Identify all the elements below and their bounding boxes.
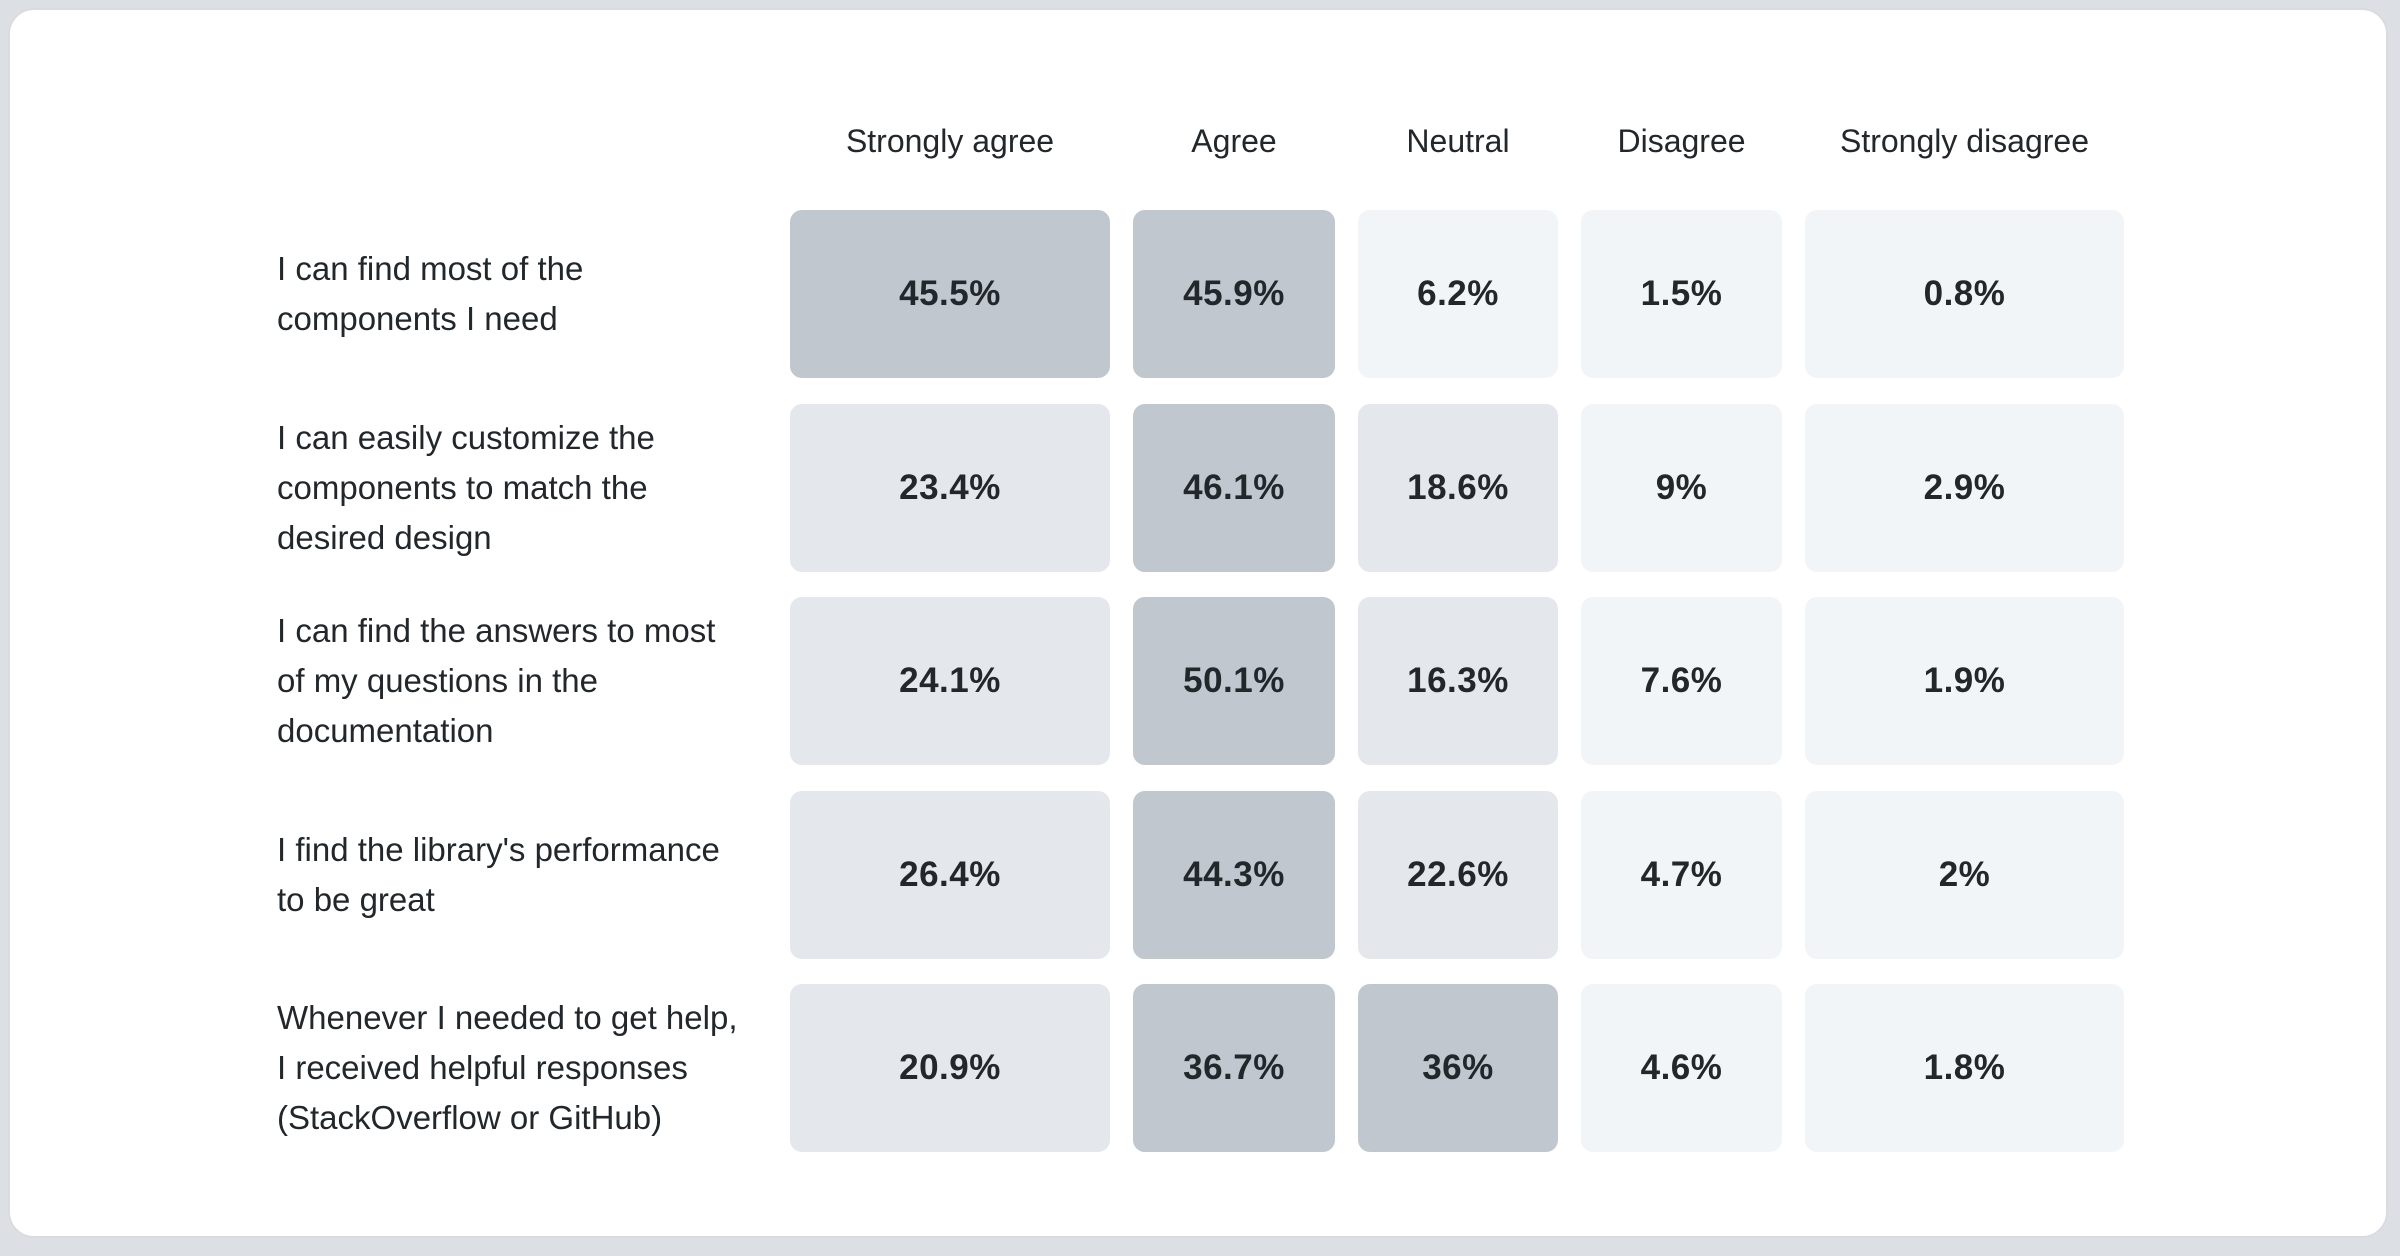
row-label-documentation-answers: I can find the answers to most of my que… bbox=[277, 612, 716, 749]
column-header-neutral: Neutral bbox=[1406, 123, 1510, 159]
row-label-find-components: I can find most of the components I need bbox=[277, 250, 584, 337]
heatmap-cell: 45.9% bbox=[1133, 210, 1335, 378]
heatmap-cell: 36.7% bbox=[1133, 984, 1335, 1152]
column-header-agree: Agree bbox=[1191, 123, 1277, 159]
heatmap-cell: 20.9% bbox=[790, 984, 1110, 1152]
heatmap-cell: 1.5% bbox=[1581, 210, 1782, 378]
heatmap-cell: 16.3% bbox=[1358, 597, 1558, 765]
heatmap-cell: 44.3% bbox=[1133, 790, 1335, 959]
row-label-customize-components: I can easily customize the components to… bbox=[277, 418, 655, 556]
row-label-helpful-responses: Whenever I needed to get help, I receive… bbox=[277, 999, 738, 1136]
heatmap-cell: 7.6% bbox=[1581, 597, 1782, 765]
heatmap-cell: 6.2% bbox=[1358, 210, 1558, 378]
column-header-strongly-agree: Strongly agree bbox=[845, 123, 1055, 159]
column-header-strongly-disagree: Strongly disagree bbox=[1839, 123, 2090, 159]
heatmap-column-headers: Strongly agree Agree Neutral Disagree St… bbox=[790, 118, 2124, 164]
heatmap-cell: 4.6% bbox=[1581, 984, 1782, 1152]
heatmap-cell: 1.8% bbox=[1805, 984, 2124, 1152]
heatmap-cell: 9% bbox=[1581, 403, 1782, 572]
heatmap-cell: 22.6% bbox=[1358, 790, 1558, 959]
row-label-library-performance: I find the library's performance to be g… bbox=[277, 830, 720, 918]
heatmap-cell: 36% bbox=[1358, 984, 1558, 1152]
heatmap-cell: 23.4% bbox=[790, 403, 1110, 572]
column-header-disagree: Disagree bbox=[1617, 123, 1746, 159]
heatmap-cell: 18.6% bbox=[1358, 403, 1558, 572]
heatmap-cell: 50.1% bbox=[1133, 597, 1335, 765]
heatmap-cell: 45.5% bbox=[790, 210, 1110, 378]
heatmap-row-labels: I can find most of the components I need… bbox=[277, 210, 777, 1152]
heatmap-cell: 2% bbox=[1805, 790, 2124, 959]
heatmap-cell: 2.9% bbox=[1805, 403, 2124, 572]
heatmap-cell: 26.4% bbox=[790, 790, 1110, 959]
heatmap-cell: 24.1% bbox=[790, 597, 1110, 765]
heatmap-cell: 4.7% bbox=[1581, 790, 1782, 959]
heatmap-cell: 46.1% bbox=[1133, 403, 1335, 572]
heatmap-grid: 45.5% 45.9% 6.2% 1.5% 0.8% 23.4% 46.1% 1… bbox=[790, 210, 2124, 1152]
heatmap-cell: 0.8% bbox=[1805, 210, 2124, 378]
heatmap-cell: 1.9% bbox=[1805, 597, 2124, 765]
